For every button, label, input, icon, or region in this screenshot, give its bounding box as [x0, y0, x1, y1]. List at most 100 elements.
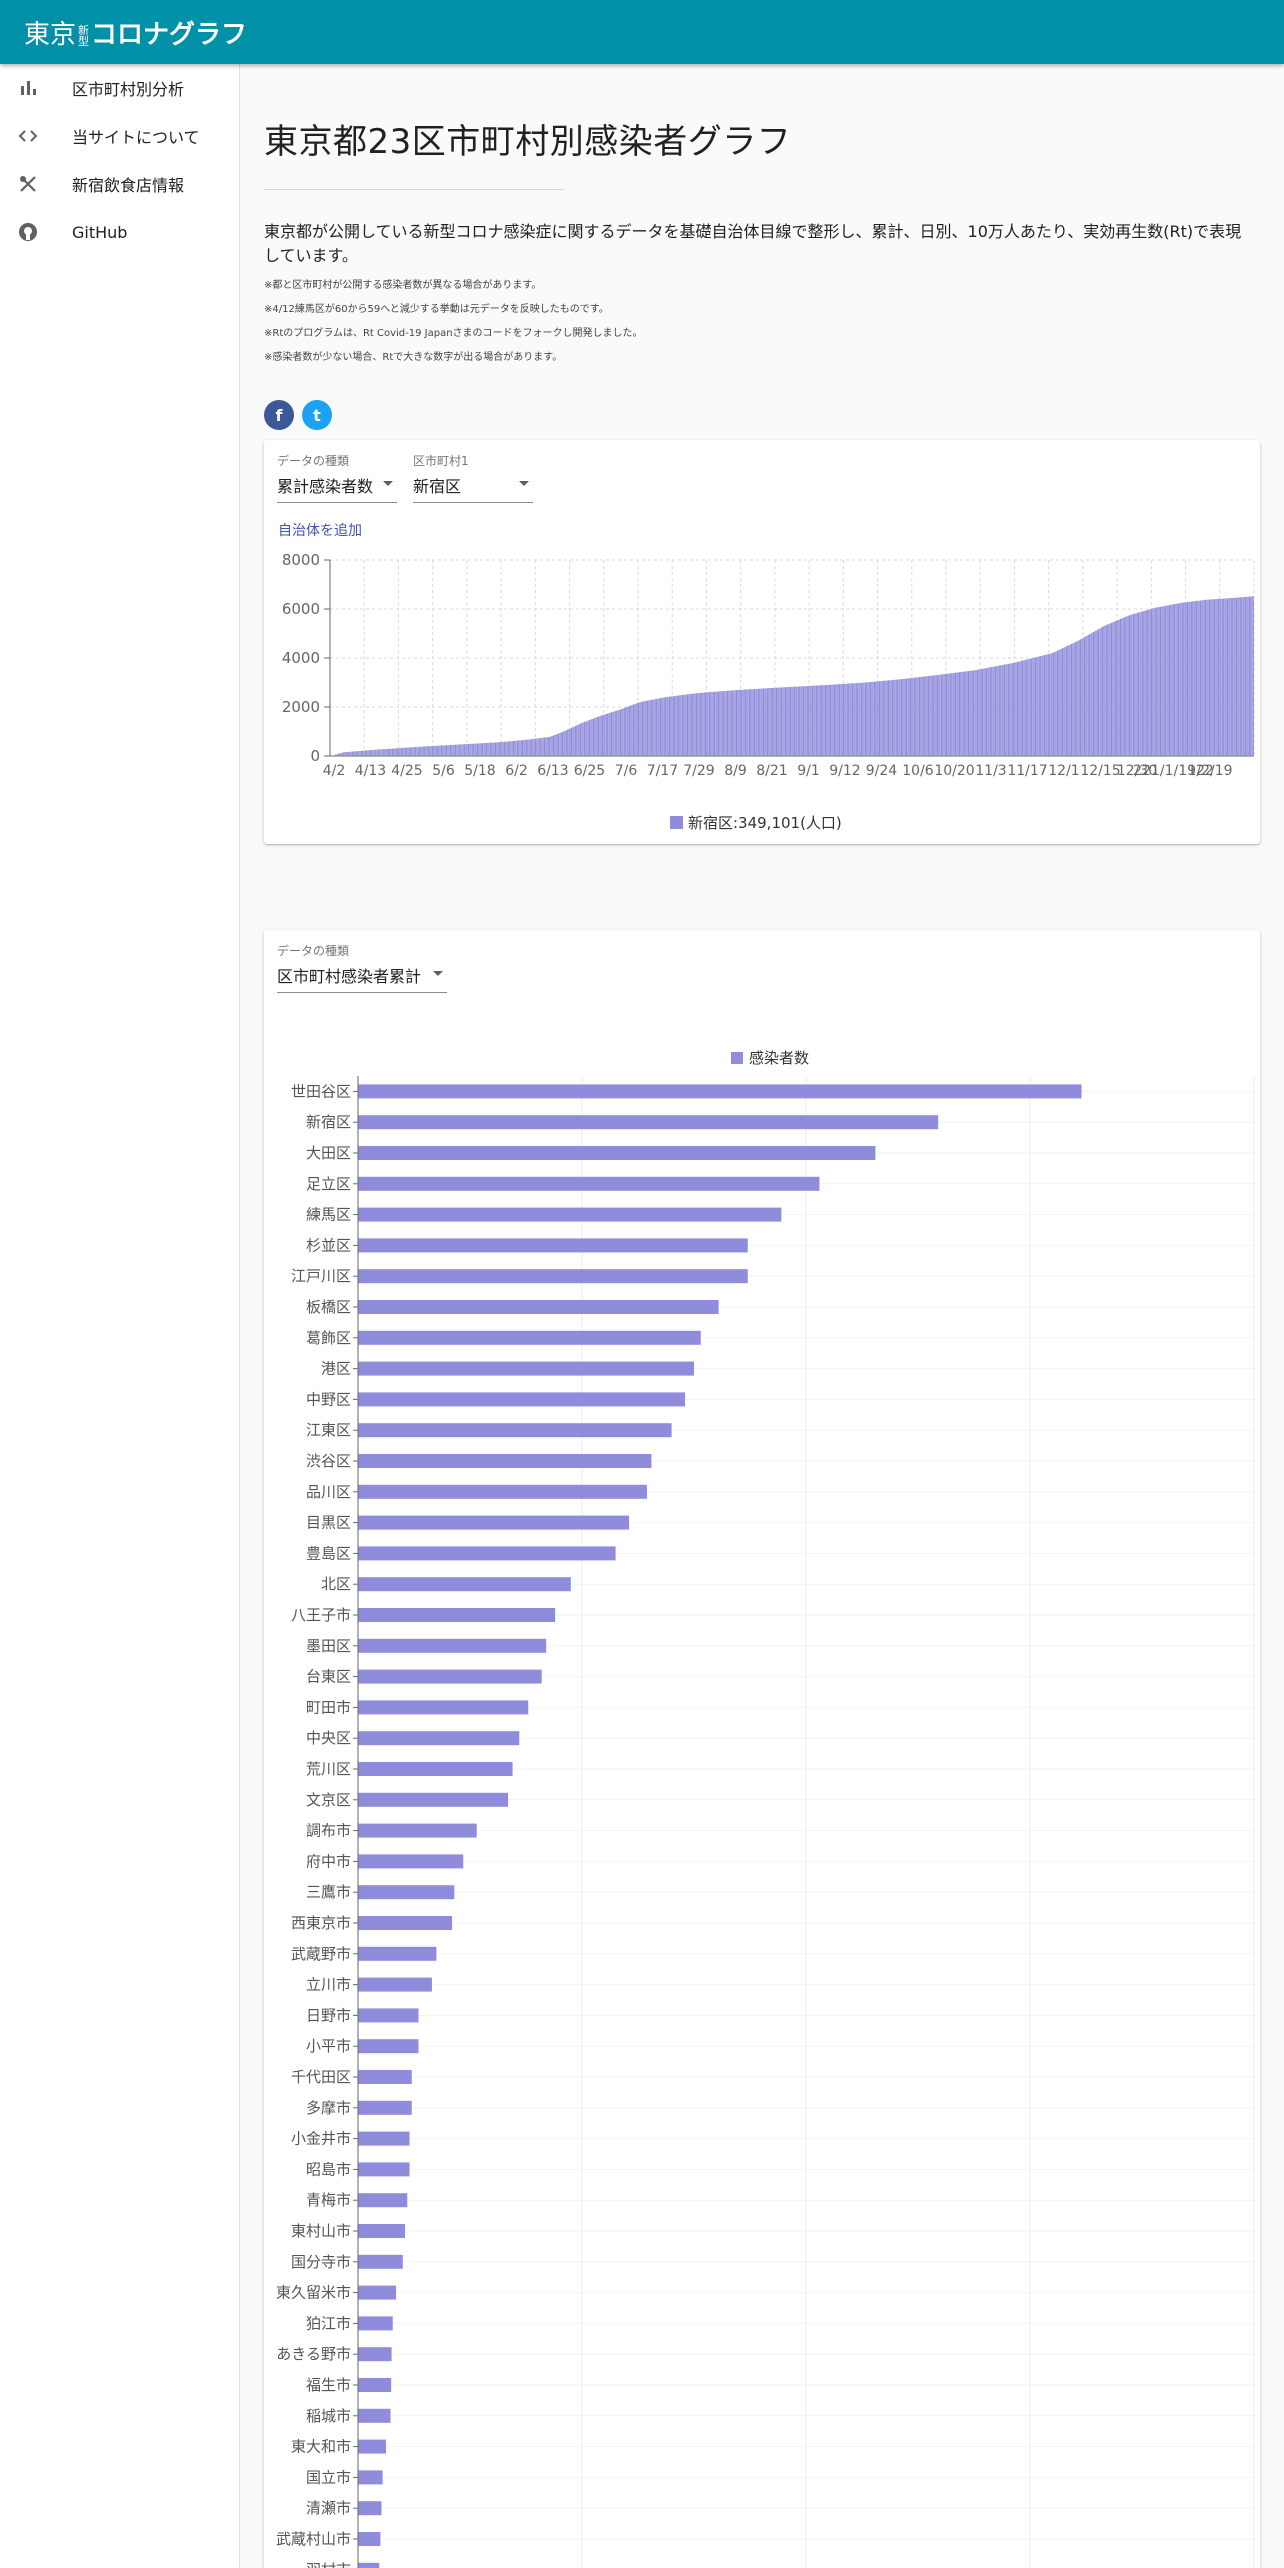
- series-bar: [763, 688, 765, 756]
- series-bar: [342, 752, 344, 756]
- sidebar-item-restaurants[interactable]: 新宿飲食店情報: [0, 160, 239, 208]
- series-bar: [1001, 665, 1003, 756]
- series-bar: [1099, 628, 1101, 756]
- series-bar: [835, 684, 837, 756]
- series-bar: [875, 681, 877, 756]
- series-bar: [971, 670, 973, 756]
- series-bar: [888, 680, 890, 756]
- series-bar: [891, 680, 893, 756]
- series-bar: [1041, 655, 1043, 756]
- category-bar: [358, 1115, 939, 1130]
- series-bar: [761, 688, 763, 756]
- series-bar: [1135, 613, 1137, 756]
- data-type-select[interactable]: データの種類 累計感染者数: [277, 452, 397, 503]
- municipality-select[interactable]: 区市町村1 新宿区: [413, 452, 533, 503]
- site-logo[interactable]: 東京 新 型 コロナグラフ: [24, 14, 247, 51]
- series-bar: [1165, 605, 1167, 756]
- category-bar: [358, 2501, 382, 2516]
- series-bar: [1184, 602, 1186, 756]
- series-bar: [683, 694, 685, 756]
- facebook-share-button[interactable]: f: [264, 400, 294, 430]
- series-bar: [1096, 629, 1098, 756]
- series-bar: [587, 720, 589, 756]
- series-bar: [994, 666, 997, 756]
- add-municipality-link[interactable]: 自治体を追加: [278, 523, 362, 539]
- x-tick-label: 10/6: [902, 763, 934, 779]
- series-bar: [1100, 627, 1102, 756]
- series-bar: [531, 739, 533, 756]
- series-bar: [1123, 617, 1125, 756]
- series-bar: [707, 692, 709, 756]
- series-bar: [547, 737, 549, 756]
- series-bar: [657, 698, 659, 756]
- series-bar: [645, 700, 647, 756]
- category-label: 町田市: [306, 1698, 351, 1716]
- category-bar: [358, 1454, 652, 1468]
- series-bar: [359, 750, 361, 756]
- category-label: 品川区: [306, 1483, 351, 1501]
- series-bar: [520, 740, 522, 756]
- series-bar: [636, 703, 638, 756]
- series-bar: [1018, 661, 1020, 756]
- series-bar: [1109, 623, 1111, 756]
- category-label: 北区: [321, 1575, 351, 1593]
- y-tick-label: 0: [310, 747, 320, 765]
- series-bar: [460, 744, 462, 756]
- category-label: 国立市: [306, 2468, 351, 2486]
- series-bar: [720, 691, 722, 756]
- series-bar: [1113, 621, 1115, 756]
- series-bar: [867, 682, 869, 756]
- series-bar: [697, 693, 699, 756]
- series-bar: [1103, 626, 1105, 756]
- series-bar: [679, 695, 681, 756]
- series-bar: [653, 699, 655, 756]
- series-bar: [627, 706, 629, 756]
- chevron-down-icon: [433, 971, 443, 976]
- series-bar: [1219, 598, 1221, 756]
- series-bar: [1040, 656, 1042, 756]
- series-bar: [839, 684, 841, 756]
- series-bar: [715, 691, 717, 756]
- series-bar: [864, 682, 866, 756]
- series-bar: [658, 698, 660, 756]
- series-bar: [433, 745, 435, 756]
- series-bar: [492, 742, 494, 756]
- series-bar: [1121, 618, 1123, 756]
- series-bar: [1085, 636, 1087, 756]
- series-bar: [415, 747, 417, 756]
- series-bar: [631, 705, 633, 756]
- sidebar-item-analysis[interactable]: 区市町村別分析: [0, 64, 239, 112]
- series-bar: [1110, 622, 1113, 756]
- series-bar: [598, 716, 600, 756]
- series-bar: [605, 713, 607, 756]
- series-bar: [832, 684, 834, 756]
- series-bar: [1043, 655, 1046, 756]
- sidebar-item-about[interactable]: 当サイトについて: [0, 112, 239, 160]
- series-bar: [952, 673, 954, 756]
- series-bar: [501, 741, 503, 756]
- twitter-share-button[interactable]: t: [302, 400, 332, 430]
- series-bar: [567, 729, 569, 756]
- sidebar-item-github[interactable]: GitHub: [0, 208, 239, 256]
- category-bar: [358, 1423, 672, 1438]
- series-bar: [1234, 597, 1236, 756]
- series-bar: [970, 670, 972, 756]
- legend-label: 感染者数: [749, 1049, 809, 1067]
- series-bar: [752, 689, 754, 756]
- category-bar: [358, 1854, 464, 1869]
- series-bar: [818, 685, 820, 756]
- series-bar: [444, 745, 446, 756]
- series-bar: [1198, 600, 1200, 756]
- category-bar: [358, 1269, 748, 1284]
- series-bar: [1239, 597, 1241, 756]
- series-bar: [940, 674, 942, 756]
- series-bar: [1050, 653, 1052, 756]
- series-bar: [831, 684, 833, 756]
- series-bar: [738, 689, 740, 756]
- series-bar: [849, 683, 851, 756]
- series-bar: [1196, 600, 1198, 756]
- series-bar: [1232, 597, 1234, 756]
- ranking-data-type-select[interactable]: データの種類 区市町村感染者累計: [277, 942, 447, 993]
- series-bar: [836, 684, 838, 756]
- series-bar: [470, 743, 472, 756]
